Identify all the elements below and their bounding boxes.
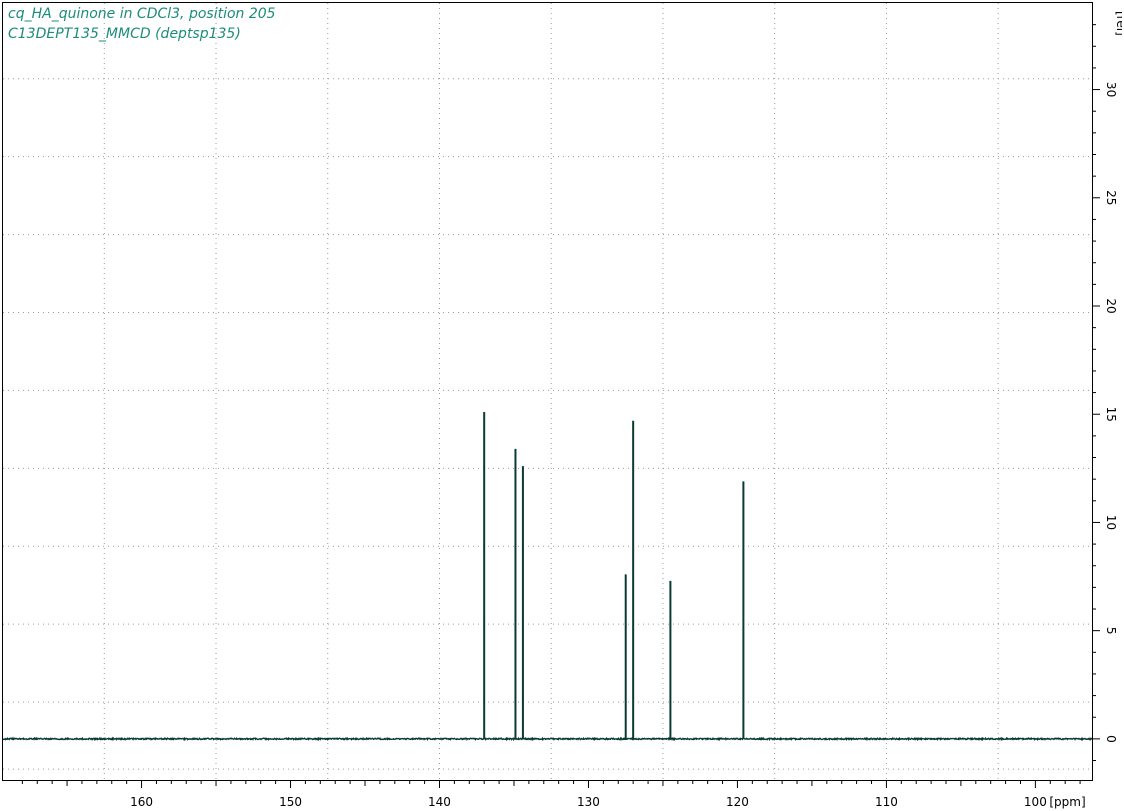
x-axis-label: [ppm] <box>1049 795 1085 809</box>
grid <box>3 3 1092 780</box>
y-tick-label: 30 <box>1104 82 1118 97</box>
spectrum-title-line-1: cq_HA_quinone in CDCl3, position 205 <box>8 6 276 22</box>
x-tick-label: 100 <box>1024 795 1047 809</box>
plot-frame <box>2 2 1093 781</box>
x-tick-label: 150 <box>279 795 302 809</box>
y-tick-label: 0 <box>1104 735 1118 743</box>
y-axis-label: [rel] <box>1114 11 1122 36</box>
y-axis: 0 5 10 15 20 25 30 <box>1092 24 1118 762</box>
y-tick-label: 5 <box>1104 627 1118 635</box>
x-tick-label: 160 <box>130 795 153 809</box>
x-tick-label: 130 <box>577 795 600 809</box>
spectrum-trace <box>2 412 1093 742</box>
y-tick-label: 25 <box>1104 190 1118 205</box>
spectrum-title-line-2: C13DEPT135_MMCD (deptsp135) <box>8 26 241 42</box>
spectrum-baseline <box>2 736 1093 742</box>
y-tick-label: 15 <box>1104 407 1118 422</box>
x-axis: 160 150 140 130 120 110 100 [ppm] <box>21 780 1086 809</box>
y-tick-label: 10 <box>1104 515 1118 530</box>
x-tick-label: 110 <box>875 795 898 809</box>
x-tick-label: 140 <box>428 795 451 809</box>
y-axis-unit-label: [rel] <box>1114 11 1122 36</box>
y-tick-label: 20 <box>1104 298 1118 313</box>
x-tick-label: 120 <box>726 795 749 809</box>
